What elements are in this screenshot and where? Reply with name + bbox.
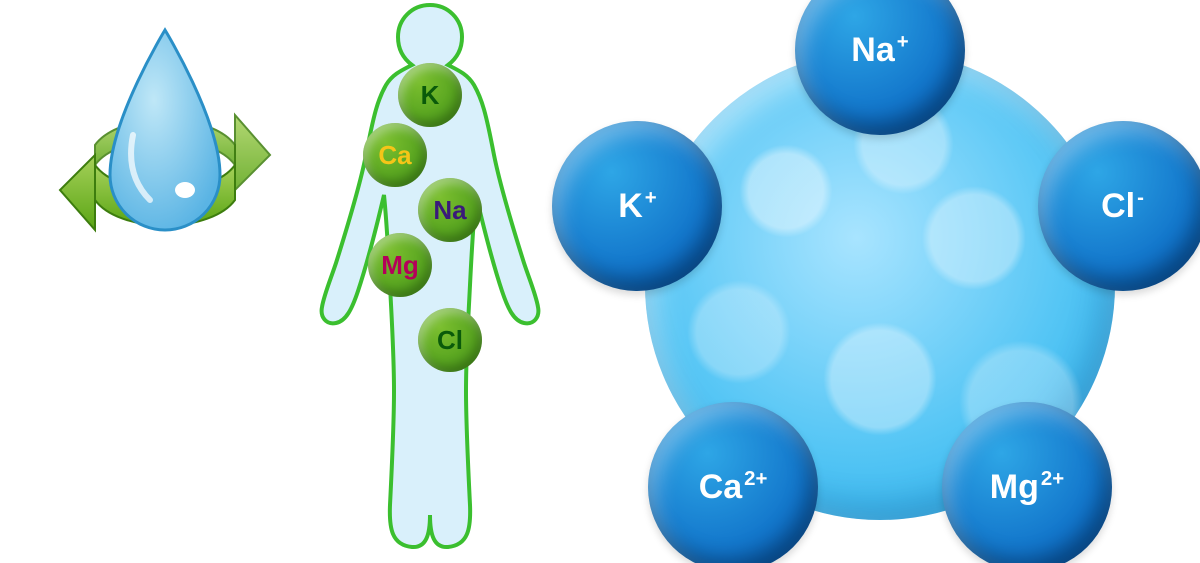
- ion-symbol-ca2: Ca: [699, 468, 742, 506]
- human-silhouette-group: K Ca Na Mg Cl: [300, 0, 560, 563]
- ion-sphere-mg2: Mg2+: [942, 402, 1112, 563]
- ion-symbol-cl: Cl: [1101, 187, 1135, 225]
- ion-label-mg2: Mg2+: [990, 468, 1064, 507]
- element-bubble-k: K: [398, 63, 462, 127]
- ion-sphere-cl: Cl-: [1038, 121, 1200, 291]
- ion-symbol-k: K: [618, 187, 643, 225]
- water-recycle-icon: [55, 25, 275, 285]
- ion-charge-na: +: [897, 31, 909, 53]
- element-bubble-cl: Cl: [418, 308, 482, 372]
- ion-charge-mg2: 2+: [1041, 468, 1064, 490]
- ion-charge-cl: -: [1137, 187, 1144, 209]
- ion-charge-ca2: 2+: [744, 468, 767, 490]
- element-bubble-na: Na: [418, 178, 482, 242]
- element-label-k: K: [421, 80, 440, 111]
- ion-label-na: Na+: [851, 31, 908, 70]
- water-recycle-svg: [55, 25, 275, 285]
- element-bubble-ca: Ca: [363, 123, 427, 187]
- ion-sphere-k: K+: [552, 121, 722, 291]
- ion-symbol-na: Na: [851, 31, 894, 69]
- element-label-cl: Cl: [437, 325, 463, 356]
- ion-charge-k: +: [645, 187, 657, 209]
- element-label-na: Na: [433, 195, 466, 226]
- element-label-ca: Ca: [378, 140, 411, 171]
- ion-label-cl: Cl-: [1101, 187, 1144, 226]
- ion-label-k: K+: [618, 187, 656, 226]
- element-label-mg: Mg: [381, 250, 419, 281]
- element-bubble-mg: Mg: [368, 233, 432, 297]
- infographic-stage: KCaNaMgCl Na+Cl-Mg2+Ca2+K+: [0, 0, 1200, 563]
- ion-symbol-mg2: Mg: [990, 468, 1039, 506]
- water-drop-icon: [110, 30, 220, 230]
- ion-label-ca2: Ca2+: [699, 468, 768, 507]
- ion-sphere-ca2: Ca2+: [648, 402, 818, 563]
